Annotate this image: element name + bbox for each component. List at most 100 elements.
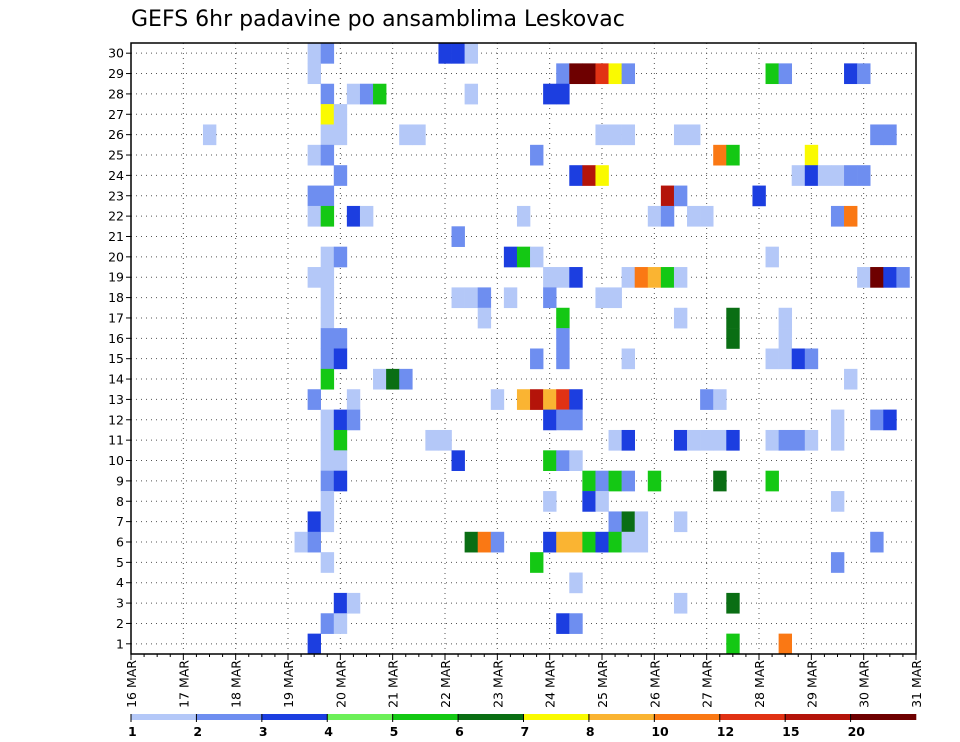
x-tick-label: 18 MAR (229, 660, 244, 708)
precip-cell (373, 83, 387, 105)
precip-cell (516, 389, 531, 410)
precip-cell (556, 531, 570, 553)
precip-cell (556, 389, 570, 410)
precip-cell (438, 429, 452, 451)
precip-cell (320, 144, 335, 166)
y-tick-label: 27 (108, 107, 124, 122)
precip-cell (608, 531, 622, 553)
precip-cell (726, 328, 740, 349)
x-tick-label: 23 MAR (490, 660, 505, 708)
precip-cell (700, 389, 714, 410)
precip-cell (307, 185, 322, 207)
legend-swatch (719, 714, 786, 720)
precip-cell (543, 491, 557, 512)
precip-cell (530, 552, 544, 573)
precip-cell (778, 328, 793, 349)
precip-cell (202, 124, 217, 146)
y-tick-label: 25 (108, 148, 124, 163)
precip-cell (569, 450, 583, 471)
precip-cell (621, 63, 636, 85)
precip-cell (647, 470, 662, 492)
precip-cell (412, 124, 426, 146)
precip-cell (673, 185, 688, 207)
precip-cell (543, 531, 557, 553)
precip-cell (307, 63, 322, 85)
precip-cell (320, 613, 335, 634)
precip-cell (713, 470, 727, 492)
precip-cell (359, 83, 374, 105)
precip-cell (320, 287, 335, 309)
precip-cell (726, 633, 740, 655)
precip-cell (307, 43, 322, 64)
precip-cell (373, 368, 387, 390)
precip-cell (399, 124, 413, 146)
precip-cell (464, 83, 479, 105)
precip-cell (673, 592, 688, 614)
y-tick-label: 23 (108, 188, 124, 203)
y-tick-label: 21 (108, 229, 124, 244)
precip-cell (359, 205, 374, 227)
legend-label: 8 (586, 724, 595, 739)
precip-cell (346, 409, 361, 431)
x-tick-label: 30 MAR (857, 660, 872, 708)
y-tick-label: 7 (116, 514, 124, 529)
precip-cell (857, 165, 871, 186)
precip-cell (516, 246, 531, 268)
precip-cell (857, 63, 871, 85)
precip-cell (804, 429, 819, 451)
precip-cell (870, 531, 884, 553)
y-tick-label: 30 (108, 46, 124, 61)
precip-cell (608, 511, 622, 533)
precip-cell (595, 287, 609, 309)
precip-cell (857, 267, 871, 288)
precip-cell (700, 429, 714, 451)
precip-cell (556, 450, 570, 471)
precip-cell (791, 348, 806, 370)
precip-cell (896, 267, 910, 288)
precip-cell (621, 124, 636, 146)
precip-cell (543, 267, 557, 288)
precip-cell (346, 205, 361, 227)
precip-cell (595, 63, 609, 85)
precip-cell (634, 511, 649, 533)
precip-cell (621, 470, 636, 492)
precip-cell (778, 429, 793, 451)
precip-cell (320, 450, 335, 471)
precip-cell (307, 511, 322, 533)
y-tick-label: 29 (108, 66, 124, 81)
precip-cell (543, 287, 557, 309)
precip-cell (386, 368, 400, 390)
y-tick-label: 14 (108, 372, 124, 387)
precip-cell (830, 429, 845, 451)
legend-swatch (392, 714, 459, 720)
precip-cell (307, 633, 322, 655)
precip-cell (595, 124, 609, 146)
precip-cell (333, 104, 348, 125)
y-tick-label: 28 (108, 86, 124, 101)
x-tick-label: 31 MAR (909, 660, 924, 708)
precip-cell (870, 409, 884, 431)
precip-cell (320, 205, 335, 227)
y-tick-label: 1 (116, 636, 124, 651)
y-tick-label: 26 (108, 127, 124, 142)
precip-cell (320, 348, 335, 370)
precip-cell (333, 613, 348, 634)
precip-cell (621, 348, 636, 370)
precip-cell (778, 63, 793, 85)
precip-cell (477, 531, 492, 553)
precip-cell (477, 287, 492, 309)
precip-cell (582, 63, 596, 85)
x-tick-label: 24 MAR (543, 660, 558, 708)
precip-cell (333, 348, 348, 370)
precip-cell (569, 572, 583, 594)
precip-cell (333, 124, 348, 146)
precip-cell (621, 267, 636, 288)
precip-cell (765, 470, 779, 492)
precip-cell (320, 307, 335, 329)
precip-cell (543, 83, 557, 105)
precip-cell (320, 267, 335, 288)
precip-cell (830, 205, 845, 227)
precip-cell (333, 165, 348, 186)
x-tick-label: 17 MAR (176, 660, 191, 708)
precip-cell (333, 470, 348, 492)
